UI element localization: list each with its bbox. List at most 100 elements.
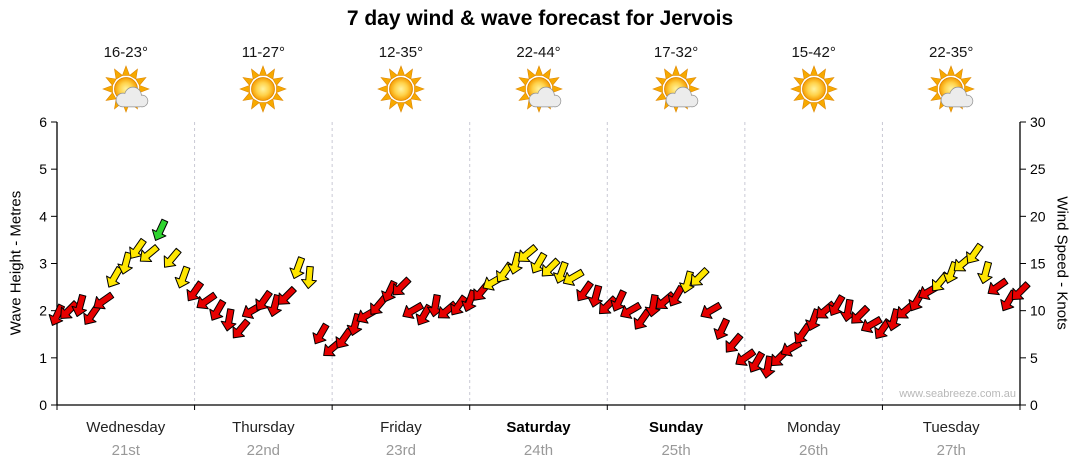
wind-arrow [139, 244, 160, 262]
sun-ray [954, 68, 964, 80]
wind-arrow [713, 317, 730, 340]
wind-arrow [679, 270, 695, 294]
sun-ray [242, 92, 254, 101]
day-date-label: 26th [799, 442, 829, 459]
sun-ray [514, 84, 526, 94]
sun-ray [138, 84, 150, 94]
wind-arrow [71, 293, 87, 318]
sun-icon [377, 65, 425, 113]
sun-ray [809, 102, 818, 113]
sun-cloud-icon [927, 65, 976, 113]
sun-ray [927, 84, 939, 94]
sun-ray [960, 77, 972, 86]
sun-ray [823, 92, 835, 101]
sun-ray [404, 98, 413, 110]
wind-arrow [700, 301, 723, 319]
weather-icon-sun [237, 63, 289, 115]
wind-arrow [209, 299, 227, 321]
wind-arrow [48, 303, 66, 326]
sun-ray [517, 92, 530, 101]
wind-arrow [196, 291, 218, 310]
wind-arrow [780, 339, 803, 357]
day-date-label: 25th [661, 442, 691, 459]
sun-ray [534, 65, 543, 76]
sun-ray [541, 68, 551, 80]
weather-icon-sun-cloud [925, 63, 977, 115]
day-name-label: Tuesday [922, 419, 980, 436]
sun-ray [823, 77, 835, 86]
sun-icon [789, 65, 838, 113]
sun-ray [816, 98, 826, 110]
sun-ray [101, 84, 113, 94]
sun-ray [789, 84, 801, 94]
sun-ray [259, 102, 268, 113]
sun-icon [239, 65, 288, 113]
sun-ray [801, 68, 811, 80]
right-axis-title: Wind Speed - Knots [1053, 196, 1071, 330]
sun-ray [930, 77, 942, 86]
day-name-label: Friday [380, 419, 422, 436]
sun-ray [128, 68, 138, 80]
left-axis-tick-label: 5 [39, 161, 47, 177]
sun-ray [672, 65, 681, 76]
wind-arrow [725, 332, 744, 353]
sun-cloud-icon [101, 65, 150, 113]
sun-icon [789, 65, 838, 113]
sun-ray [377, 84, 388, 94]
wind-arrow [151, 218, 169, 241]
page-title: 7 day wind & wave forecast for Jervois [346, 7, 734, 30]
wind-arrow [735, 348, 757, 366]
sun-ray [251, 68, 261, 80]
cloud-icon [941, 86, 974, 108]
sun-cloud-icon [652, 65, 700, 113]
wind-arrow [885, 308, 901, 332]
wind-arrow [174, 265, 191, 289]
weather-icon-sun [375, 63, 427, 115]
sun-icon [239, 65, 288, 113]
sun-ray [113, 68, 123, 80]
wind-arrow [860, 316, 883, 334]
wind-arrow [644, 294, 661, 318]
sun-ray [380, 92, 392, 101]
wind-arrow [562, 268, 585, 286]
sun-ray [410, 92, 422, 101]
day-temperature-range: 17-32° [653, 44, 699, 61]
sun-ray [526, 68, 536, 80]
wind-arrow [805, 308, 821, 331]
watermark: www.seabreeze.com.au [899, 388, 1016, 400]
wind-arrow [415, 303, 433, 326]
sun-ray [947, 65, 956, 76]
day-name-label: Thursday [232, 419, 295, 436]
sun-ray [276, 84, 288, 94]
right-axis-tick-label: 10 [1030, 303, 1046, 319]
wind-arrow [518, 244, 538, 262]
day-name-label: Wednesday [86, 419, 166, 436]
day-temperature-range: 16-23° [103, 44, 148, 61]
sun-ray [266, 98, 276, 110]
wind-arrow [402, 301, 425, 319]
sun-ray [517, 77, 530, 86]
wind-arrow [450, 294, 468, 316]
sun-ray [272, 92, 284, 101]
weather-icon-sun-cloud [650, 63, 702, 115]
wind-arrow [507, 251, 523, 275]
sun-icon [377, 65, 425, 113]
wind-arrow [392, 276, 412, 296]
day-date-label: 24th [523, 442, 554, 459]
sun-ray [410, 77, 422, 86]
wind-arrow [759, 355, 776, 379]
sun-ray [259, 65, 268, 76]
sun-ray [685, 77, 697, 86]
sun-ray [272, 77, 284, 86]
sun-ray [655, 92, 667, 101]
sun-ray [826, 84, 838, 94]
weather-icon-sun-cloud [100, 63, 152, 115]
sun-ray [801, 98, 811, 110]
sun-ray [121, 65, 130, 76]
sun-ray [930, 92, 942, 101]
sun-ray [388, 98, 398, 110]
wind-arrow [942, 260, 959, 284]
sun-ray [414, 84, 425, 94]
wind-arrow [966, 242, 984, 264]
wind-arrow [266, 293, 282, 318]
